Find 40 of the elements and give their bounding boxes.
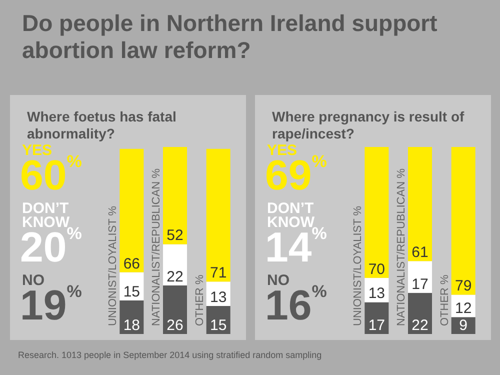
bar: [364, 147, 389, 278]
bar: [408, 292, 432, 334]
data-label: 13: [368, 285, 386, 302]
data-label: 17: [368, 317, 386, 334]
data-label: 70: [368, 260, 386, 278]
x-tick-label: NATIONALIST/REPUBLICAN %: [150, 168, 162, 326]
bar: [163, 147, 187, 244]
data-label: 79: [454, 278, 472, 295]
data-label: 9: [459, 317, 468, 334]
data-label: 22: [166, 268, 184, 286]
bar: [120, 300, 144, 334]
data-label: 22: [412, 317, 428, 334]
bar: [163, 285, 187, 334]
x-tick-label: OTHER %: [438, 274, 451, 326]
data-label: 52: [166, 227, 184, 244]
data-label: 15: [123, 283, 140, 300]
text: Research. 1013 people in September 2014 using stratified random sampling: [18, 350, 323, 360]
data-label: 26: [166, 317, 184, 334]
chart-title: Do people in Northern Ireland support abortion law reform?: [22, 10, 438, 64]
data-label: 15: [210, 317, 227, 334]
x-tick-label: OTHER %: [194, 274, 206, 326]
bar: [206, 148, 230, 282]
chart-subtitle: Where pregnancy is result of rape/incest?: [272, 108, 468, 142]
data-label: 71: [210, 264, 227, 282]
bar: [163, 244, 187, 286]
data-label: 13: [210, 288, 227, 306]
data-label: 17: [412, 276, 428, 293]
bar: [408, 147, 432, 262]
bar: [451, 147, 476, 295]
x-tick-label: UNIONIST/LOYALIST %: [107, 206, 120, 326]
bar: [364, 302, 389, 334]
chart-subtitle: Where foetus has fatal abnormality?: [27, 108, 180, 142]
data-label: 61: [412, 244, 428, 262]
data-label: 18: [123, 317, 140, 334]
data-label: 12: [454, 300, 472, 318]
bar: [120, 148, 144, 272]
bar: [408, 261, 432, 293]
data-label: 66: [123, 255, 140, 272]
x-tick-label: UNIONIST/LOYALIST %: [352, 206, 364, 326]
x-tick-label: NATIONALIST/REPUBLICAN %: [396, 168, 408, 326]
